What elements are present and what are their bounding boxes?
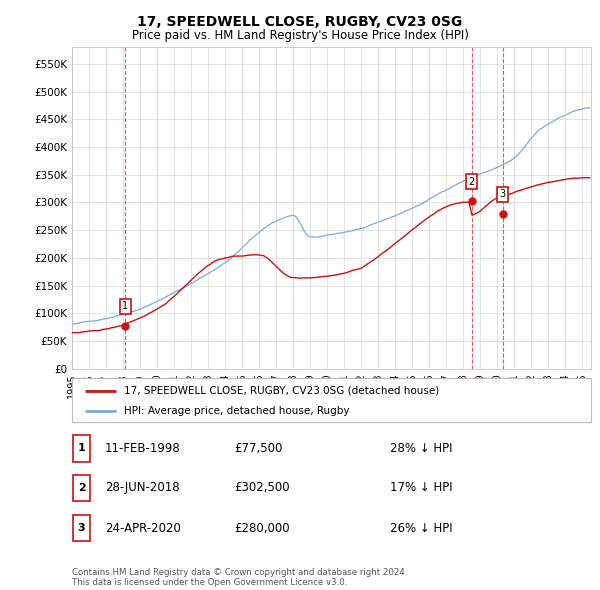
Text: £280,000: £280,000 bbox=[234, 522, 290, 535]
Text: £302,500: £302,500 bbox=[234, 481, 290, 494]
Text: 2: 2 bbox=[78, 483, 85, 493]
Text: 17% ↓ HPI: 17% ↓ HPI bbox=[390, 481, 452, 494]
Text: Contains HM Land Registry data © Crown copyright and database right 2024.
This d: Contains HM Land Registry data © Crown c… bbox=[72, 568, 407, 587]
Text: 11-FEB-1998: 11-FEB-1998 bbox=[105, 442, 181, 455]
Text: 2: 2 bbox=[469, 176, 475, 186]
Text: 28-JUN-2018: 28-JUN-2018 bbox=[105, 481, 179, 494]
Text: 26% ↓ HPI: 26% ↓ HPI bbox=[390, 522, 452, 535]
Text: 24-APR-2020: 24-APR-2020 bbox=[105, 522, 181, 535]
Text: £77,500: £77,500 bbox=[234, 442, 283, 455]
Text: 1: 1 bbox=[78, 444, 85, 453]
Text: 1: 1 bbox=[122, 301, 128, 312]
Text: 28% ↓ HPI: 28% ↓ HPI bbox=[390, 442, 452, 455]
Text: HPI: Average price, detached house, Rugby: HPI: Average price, detached house, Rugb… bbox=[124, 406, 349, 416]
Text: 17, SPEEDWELL CLOSE, RUGBY, CV23 0SG (detached house): 17, SPEEDWELL CLOSE, RUGBY, CV23 0SG (de… bbox=[124, 386, 439, 396]
Text: 17, SPEEDWELL CLOSE, RUGBY, CV23 0SG: 17, SPEEDWELL CLOSE, RUGBY, CV23 0SG bbox=[137, 15, 463, 29]
Text: 3: 3 bbox=[500, 189, 506, 199]
Text: 3: 3 bbox=[78, 523, 85, 533]
Text: Price paid vs. HM Land Registry's House Price Index (HPI): Price paid vs. HM Land Registry's House … bbox=[131, 30, 469, 42]
